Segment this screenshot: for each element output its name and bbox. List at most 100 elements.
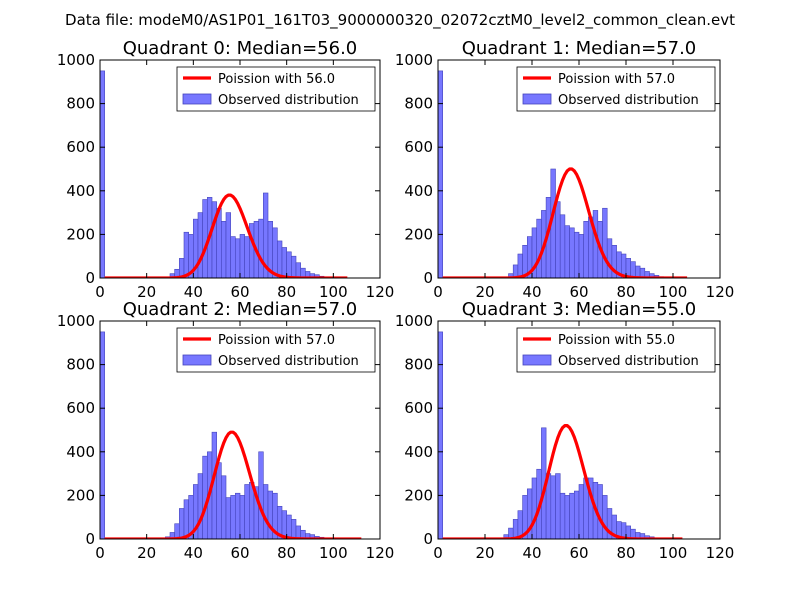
y-tick-label: 600 xyxy=(404,399,433,417)
legend-label-observed: Observed distribution xyxy=(218,354,359,369)
y-tick-label: 600 xyxy=(404,138,433,156)
y-tick-label: 0 xyxy=(85,269,95,287)
subplot-quadrant-3: Quadrant 3: Median=55.0 0 20 40 60 80 100 120 0 2… xyxy=(395,299,735,562)
histogram-bar xyxy=(225,212,231,278)
x-tick-label: 100 xyxy=(319,544,348,562)
x-tick-label: 100 xyxy=(659,544,688,562)
histogram-bar xyxy=(602,495,608,539)
histogram-bar xyxy=(559,492,566,539)
y-tick-label: 1000 xyxy=(57,51,95,69)
histogram-bar xyxy=(221,475,227,539)
y-tick-label: 600 xyxy=(66,399,95,417)
histogram-bar xyxy=(286,251,292,278)
histogram-bar xyxy=(258,218,264,278)
histogram-bar xyxy=(555,473,561,539)
histogram-bar xyxy=(438,331,443,539)
histogram-bar xyxy=(578,234,584,278)
histogram-bar xyxy=(225,497,231,539)
x-tick-label: 60 xyxy=(230,283,249,301)
histogram-bar xyxy=(517,253,523,278)
figure-suptitle: Data file: modeM0/AS1P01_161T03_90000003… xyxy=(65,11,735,30)
histogram-bar xyxy=(295,525,301,539)
y-tick-label: 200 xyxy=(404,486,433,504)
histogram-bar xyxy=(559,214,566,278)
x-tick-label: 60 xyxy=(230,544,249,562)
histogram-bar xyxy=(230,495,236,539)
histogram-bar xyxy=(230,236,236,278)
y-tick-label: 200 xyxy=(404,225,433,243)
histogram-bar xyxy=(592,210,599,278)
histogram-bar xyxy=(602,207,608,278)
x-tick-label: 120 xyxy=(366,283,395,301)
histogram-bar xyxy=(597,484,603,539)
histogram-bar xyxy=(197,212,203,278)
legend-bar-swatch xyxy=(522,93,552,105)
x-tick-label: 60 xyxy=(569,544,588,562)
x-tick-label: 80 xyxy=(277,544,296,562)
y-tick-label: 800 xyxy=(66,95,95,113)
x-tick-label: 0 xyxy=(95,544,105,562)
histogram-bar xyxy=(573,231,580,278)
y-tick-label: 800 xyxy=(66,356,95,374)
histogram-bar xyxy=(183,499,189,539)
x-tick-label: 120 xyxy=(366,544,395,562)
histogram-bar xyxy=(183,231,189,278)
histogram-bar xyxy=(221,221,227,278)
histogram-bar xyxy=(295,262,301,278)
histogram-bar xyxy=(630,261,636,278)
histogram-bar xyxy=(263,484,269,539)
subplot-quadrant-2: Quadrant 2: Median=57.0 0 20 40 60 80 100 120 0 2… xyxy=(57,299,395,562)
histogram-bar xyxy=(564,495,570,539)
histogram-bar xyxy=(239,495,245,539)
y-tick-label: 1000 xyxy=(395,51,433,69)
legend-label-observed: Observed distribution xyxy=(218,93,359,108)
legend: Poission with 57.0 Observed distribution xyxy=(176,327,376,373)
histogram-bar xyxy=(197,473,203,539)
histogram-bar xyxy=(569,492,575,539)
y-tick-label: 400 xyxy=(66,443,95,461)
x-tick-label: 120 xyxy=(706,544,735,562)
x-tick-label: 80 xyxy=(616,283,635,301)
y-tick-label: 400 xyxy=(404,182,433,200)
histogram-bar xyxy=(179,508,185,539)
histogram-bar xyxy=(244,484,250,539)
legend-label-poisson: Poission with 57.0 xyxy=(218,333,335,348)
histogram-bar xyxy=(286,514,292,539)
y-tick-label: 400 xyxy=(404,443,433,461)
histogram-bar xyxy=(277,240,283,278)
x-tick-label: 60 xyxy=(569,283,588,301)
x-tick-label: 100 xyxy=(319,283,348,301)
histogram-bar xyxy=(555,201,561,278)
y-tick-label: 0 xyxy=(423,269,433,287)
histogram-bar xyxy=(550,475,556,539)
subplot-quadrant-1: Quadrant 1: Median=57.0 0 20 40 60 80 100 120 0 2… xyxy=(395,38,735,301)
histogram-bar xyxy=(564,225,570,278)
histogram-bar xyxy=(267,490,273,539)
subplot-title: Quadrant 2: Median=57.0 xyxy=(123,299,358,320)
y-tick-label: 0 xyxy=(423,530,433,548)
subplot-grid: Quadrant 0: Median=56.0 0 20 40 60 80 100 120 0 2… xyxy=(57,38,735,562)
histogram-bar xyxy=(100,331,105,539)
histogram-bar xyxy=(569,227,575,278)
x-tick-label: 80 xyxy=(277,283,296,301)
x-tick-label: 40 xyxy=(184,283,203,301)
y-tick-label: 800 xyxy=(404,95,433,113)
y-tick-label: 400 xyxy=(66,182,95,200)
x-tick-label: 20 xyxy=(475,283,494,301)
y-tick-label: 1000 xyxy=(57,312,95,330)
legend-bar-swatch xyxy=(522,354,552,366)
x-tick-label: 0 xyxy=(433,544,443,562)
histogram-bar xyxy=(239,234,245,278)
histogram-bar xyxy=(291,255,297,278)
x-tick-label: 80 xyxy=(616,544,635,562)
legend-label-poisson: Poission with 57.0 xyxy=(558,72,675,87)
subplot-title: Quadrant 3: Median=55.0 xyxy=(462,299,697,320)
legend: Poission with 56.0 Observed distribution xyxy=(176,66,376,112)
legend-label-observed: Observed distribution xyxy=(558,354,699,369)
legend-label-poisson: Poission with 55.0 xyxy=(558,333,675,348)
legend-label-observed: Observed distribution xyxy=(558,93,699,108)
y-tick-label: 600 xyxy=(66,138,95,156)
x-tick-label: 0 xyxy=(95,283,105,301)
x-tick-label: 40 xyxy=(522,283,541,301)
